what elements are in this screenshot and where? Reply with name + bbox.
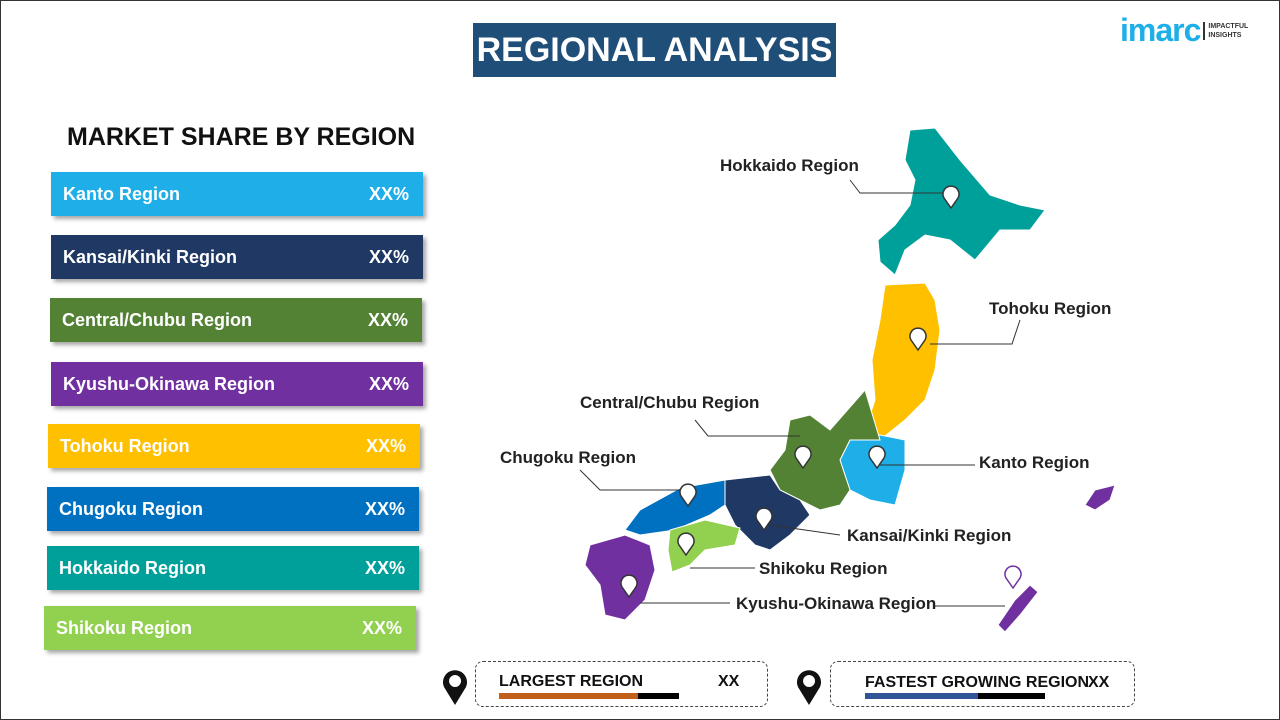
market-share-title: MARKET SHARE BY REGION xyxy=(67,123,416,151)
fastest-region-box xyxy=(830,661,1135,707)
label-chugoku: Chugoku Region xyxy=(500,448,636,467)
region-bar: Tohoku Region XX% xyxy=(48,424,420,468)
region-name: Central/Chubu Region xyxy=(62,309,252,330)
label-central: Central/Chubu Region xyxy=(580,393,760,412)
page-title: REGIONAL ANALYSIS xyxy=(473,23,836,77)
region-share: XX% xyxy=(368,183,409,204)
largest-region-bar xyxy=(499,693,679,699)
region-name: Kansai/Kinki Region xyxy=(63,246,238,267)
map-kanto xyxy=(839,434,906,506)
fastest-region-bar xyxy=(865,693,1045,699)
label-shikoku: Shikoku Region xyxy=(759,559,888,578)
region-share: XX% xyxy=(365,435,406,456)
fastest-region-label: FASTEST GROWING REGION xyxy=(865,674,1090,691)
imarc-logo: imarc IMPACTFUL INSIGHTS xyxy=(1120,12,1249,48)
region-share: XX% xyxy=(367,309,408,330)
region-bar: Hokkaido Region XX% xyxy=(47,546,419,590)
region-bar: Shikoku Region XX% xyxy=(44,606,416,650)
map-central xyxy=(769,388,881,511)
region-name: Chugoku Region xyxy=(59,498,203,519)
label-kyushu: Kyushu-Okinawa Region xyxy=(736,594,937,613)
map-hokkaido xyxy=(877,127,1046,276)
largest-region-box xyxy=(475,661,768,707)
label-kansai: Kansai/Kinki Region xyxy=(847,526,1012,545)
map-tohoku xyxy=(864,282,941,441)
map-chugoku xyxy=(624,479,726,536)
largest-region-label: LARGEST REGION xyxy=(499,673,644,690)
region-share: XX% xyxy=(368,246,409,267)
location-pin-icon xyxy=(797,670,821,705)
region-name: Kyushu-Okinawa Region xyxy=(63,373,276,394)
fastest-region-value: XX xyxy=(1088,674,1110,691)
region-bar: Chugoku Region XX% xyxy=(47,487,419,531)
region-bar: Kyushu-Okinawa Region XX% xyxy=(51,362,423,406)
region-share: XX% xyxy=(364,498,405,519)
label-tohoku: Tohoku Region xyxy=(989,299,1112,318)
region-share: XX% xyxy=(361,617,402,638)
region-bar: Kanto Region XX% xyxy=(51,172,423,216)
region-share: XX% xyxy=(364,557,405,578)
region-share: XX% xyxy=(368,373,409,394)
region-name: Shikoku Region xyxy=(56,617,193,638)
label-kanto: Kanto Region xyxy=(979,453,1090,472)
location-pin-icon xyxy=(443,670,467,705)
largest-region-value: XX xyxy=(718,673,740,690)
map-kyushu xyxy=(584,534,656,621)
region-bar: Central/Chubu Region XX% xyxy=(50,298,422,342)
map-islands xyxy=(1084,484,1116,511)
region-name: Hokkaido Region xyxy=(59,557,207,578)
region-name: Tohoku Region xyxy=(60,435,190,456)
region-bar: Kansai/Kinki Region XX% xyxy=(51,235,423,279)
map-okinawa xyxy=(997,584,1039,633)
region-name: Kanto Region xyxy=(63,183,180,204)
label-hokkaido: Hokkaido Region xyxy=(720,156,859,175)
